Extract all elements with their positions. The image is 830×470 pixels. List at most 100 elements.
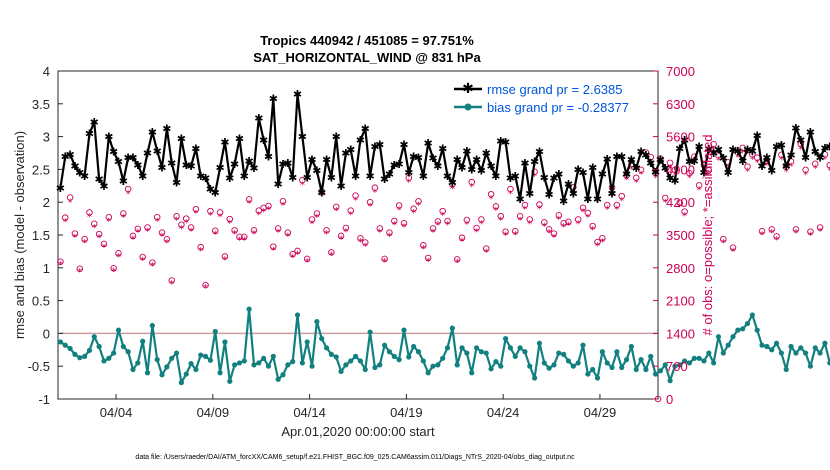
rmse-point: ✱ [428,152,437,165]
obs-assimilated-point: * [63,217,68,228]
obs-assimilated-point: * [208,210,213,221]
obs-possible-point [313,210,321,217]
rmse-point: ✱ [820,142,829,155]
obs-assimilated-point: * [401,222,406,233]
bias-point [677,362,683,368]
rmse-point: ✱ [496,135,505,148]
obs-assimilated-point: * [469,182,474,193]
obs-assimilated-point: * [687,173,692,184]
bias-point [662,362,668,368]
obs-assimilated-point: * [460,237,465,248]
obs-possible-point [366,198,374,206]
x-tick-label: 04/19 [390,405,423,420]
bias-point [575,360,581,366]
obs-assimilated-point: * [489,194,494,205]
obs-assimilated-point: * [372,187,377,198]
rmse-point: ✱ [414,152,423,165]
obs-possible-point [594,238,601,246]
obs-possible-point [139,253,146,261]
obs-assimilated-point: * [760,230,765,241]
right-y-tick-label: 4200 [666,195,695,210]
bias-point [173,350,180,356]
obs-possible-point [710,140,717,148]
rmse-point: ✱ [124,152,133,165]
rmse-point: ✱ [453,154,462,167]
right-y-tick-label: 6300 [666,97,695,112]
bias-point [140,338,146,344]
bias-point [246,306,252,312]
obs-possible-point [507,185,514,193]
obs-assimilated-point: * [285,231,290,242]
bias-point [512,353,518,359]
bias-point [227,378,233,384]
rmse-point: ✱ [704,143,713,156]
rmse-point: ✱ [206,183,215,196]
obs-possible-point [197,243,204,251]
obs-assimilated-point: * [619,196,624,207]
rmse-point: ✱ [457,161,466,174]
bias-point [357,358,364,364]
bias-point [251,362,257,368]
bias-point [778,350,784,356]
rmse-point: ✱ [312,165,321,178]
obs-assimilated-point: * [198,246,203,257]
rmse-point: ✱ [327,171,336,184]
obs-possible-point [76,265,84,272]
bias-point [638,357,644,363]
bias-point [561,351,567,357]
right-y-tick-label: 5600 [666,130,695,145]
bias-point [391,353,397,359]
obs-assimilated-point: * [581,207,586,218]
bias-point [696,355,702,361]
bias-point [415,349,422,355]
bias-point [294,312,301,318]
obs-possible-point [270,243,277,250]
bias-point [720,350,726,356]
bias-point [783,366,789,373]
bias-point [144,370,151,376]
obs-assimilated-point: * [421,244,426,255]
y-tick-label: 1.5 [32,228,50,243]
obs-possible-point [531,168,538,175]
obs-possible-point [816,224,824,231]
bias-point [507,345,514,351]
rmse-point: ✱ [70,160,79,173]
rmse-point: ✱ [588,161,597,174]
obs-assimilated-point: * [793,228,798,239]
bias-point [657,368,664,374]
obs-possible-point [681,208,688,215]
rmse-point: ✱ [375,138,384,151]
bias-point [469,370,475,376]
axis-ticks [58,70,658,400]
rmse-point: ✱ [670,175,679,188]
obs-possible-point [739,144,746,152]
bias-point [473,345,480,351]
rmse-point: ✱ [162,123,171,136]
bias-point [541,360,547,366]
bias-point [527,363,533,369]
rmse-point: ✱ [99,180,108,193]
bias-point [459,345,465,351]
rmse-point: ✱ [215,161,224,174]
rmse-point: ✱ [254,112,263,125]
bias-point [604,360,610,366]
obs-assimilated-point: * [532,171,537,182]
rmse-point: ✱ [278,158,287,171]
rmse-point: ✱ [598,168,607,181]
obs-assimilated-point: * [484,247,489,258]
rmse-point: ✱ [298,131,307,144]
bias-point [449,325,455,331]
obs-count-series: ************************************** **… [57,140,830,403]
obs-assimilated-point: * [479,219,484,230]
obs-possible-point [497,213,504,220]
obs-assimilated-point: * [808,231,813,242]
bias-point [773,340,780,346]
bias-point [740,326,746,332]
bias-point [319,336,325,342]
bias-point [464,350,470,356]
rmse-point: ✱ [385,168,394,181]
obs-assimilated-point: * [440,210,445,221]
rmse-point: ✱ [757,160,766,173]
rmse-point: ✱ [685,156,694,169]
